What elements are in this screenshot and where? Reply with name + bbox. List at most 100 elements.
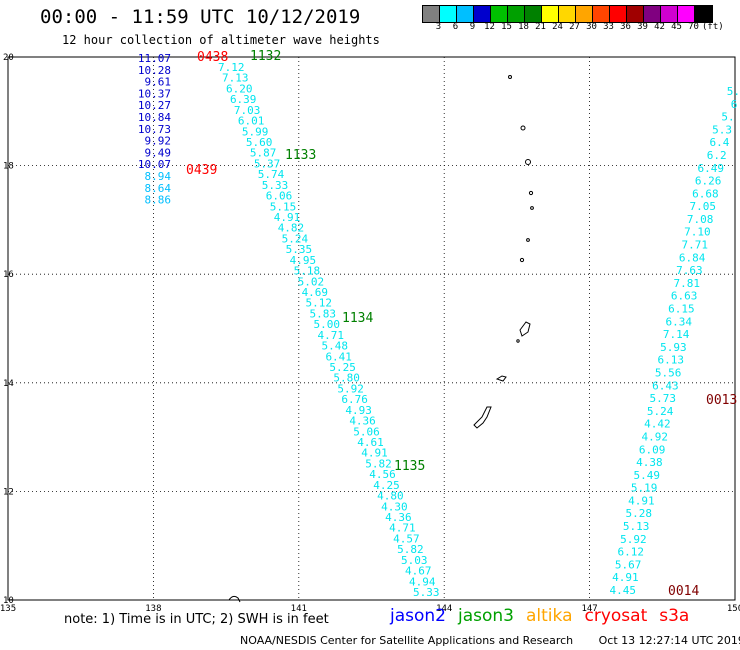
colorbar-swatch [610,6,627,22]
wave-height-label: 4.42 [644,418,671,431]
wave-height-label: 5.25 [329,361,356,374]
wave-height-label: 10.84 [138,111,171,124]
wave-height-label: 5.18 [294,265,321,278]
page-subtitle: 12 hour collection of altimeter wave hei… [62,33,380,47]
colorbar-swatch [525,6,542,22]
palau-outline [228,595,241,603]
wave-height-label: 5.99 [242,125,269,138]
wave-height-label: 10.28 [138,64,171,77]
wave-height-label: 5.92 [337,382,364,395]
colorbar [422,5,713,23]
wave-height-label: 6 [731,98,738,111]
wave-height-label: 5.37 [254,157,281,170]
wave-height-label: 8.86 [145,194,172,207]
guam-outline [473,406,492,429]
satellite-legend-s3a: s3a [659,606,690,626]
wave-height-label: 7.05 [690,200,717,213]
wave-height-label: 5.3 [712,123,732,136]
lat-tick-label: 10 [3,596,14,606]
wave-height-label: 5.33 [262,179,289,192]
wave-height-label: 4.71 [317,329,344,342]
wave-height-label: 5.74 [258,168,285,181]
lat-tick-label: 14 [3,379,14,389]
wave-height-label: 5.03 [401,554,428,567]
wave-height-label: 6.01 [238,115,264,128]
island-outline [520,125,526,131]
wave-height-label: 4.36 [385,511,412,524]
time-label: 0439 [186,163,217,178]
wave-height-label: 4.94 [409,575,436,588]
colorbar-label: 70 [688,22,699,32]
wave-height-label: 7.08 [687,213,714,226]
island-outline [495,375,507,382]
wave-height-label: 4.95 [290,254,317,267]
wave-height-label: 5.87 [250,147,277,160]
colorbar-label: 36 [620,22,631,32]
wave-height-label: 6.76 [341,393,368,406]
wave-height-label: 5.06 [353,425,380,438]
colorbar-swatch [559,6,576,22]
time-label: 1134 [342,311,373,326]
colorbar-label: 27 [569,22,580,32]
wave-height-label: 7.71 [682,239,709,252]
wave-height-label: 6.09 [639,443,666,456]
satellite-legend-cryosat: cryosat [584,606,648,626]
wave-height-label: 8.94 [145,170,172,183]
colorbar-label: (ft) [702,22,724,32]
wave-height-label: 9.49 [145,146,172,159]
island-outline [519,257,525,263]
wave-height-label: 5.83 [310,307,337,320]
wave-height-label: 4.45 [610,584,637,597]
wave-height-label: 5.73 [650,392,677,405]
colorbar-swatch [491,6,508,22]
page-title: 00:00 - 11:59 UTC 10/12/2019 [40,6,361,28]
island-outline [530,206,534,210]
lat-tick-label: 20 [3,53,14,63]
wave-height-label: 5.02 [298,275,325,288]
colorbar-swatch [457,6,474,22]
colorbar-label: 21 [535,22,546,32]
colorbar-swatch [474,6,491,22]
lon-tick-label: 144 [436,604,452,614]
time-label: 0014 [668,584,699,599]
wave-height-label: 4.30 [381,500,408,513]
satellite-legend-jason3: jason3 [458,606,514,626]
wave-height-label: 5.33 [413,586,440,599]
wave-height-label: 6.68 [692,187,719,200]
lon-tick-label: 150 [727,604,740,614]
wave-height-label: 5.93 [660,341,687,354]
island-outline [526,238,530,242]
wave-height-label: 6.63 [671,290,698,303]
island-outline [519,321,531,337]
island-outline [508,75,512,79]
island-outline [525,159,531,165]
wave-height-label: 7.13 [222,72,249,85]
wave-height-label: 6.39 [230,93,257,106]
island-outline [516,339,520,343]
colorbar-swatch [440,6,457,22]
colorbar-label: 15 [501,22,512,32]
wave-height-label: 7.81 [674,277,701,290]
colorbar-label: 9 [469,22,476,32]
wave-height-label: 7.14 [663,328,690,341]
wave-height-label: 5.19 [631,482,658,495]
wave-height-label: 10.07 [138,158,171,171]
wave-height-label: 4.56 [369,468,396,481]
time-label: 1135 [394,459,425,474]
wave-height-label: 4.38 [636,456,663,469]
wave-height-label: 6.06 [266,190,293,203]
wave-height-label: 6.26 [695,175,722,188]
colorbar-label: 42 [654,22,665,32]
wave-height-label: 4.93 [345,404,372,417]
note-text: note: 1) Time is in UTC; 2) SWH is in fe… [64,612,329,627]
wave-height-label: 5.80 [333,372,360,385]
wave-height-label: 5.56 [655,366,682,379]
wave-height-label: 4.36 [349,415,376,428]
footer-timestamp: Oct 13 12:27:14 UTC 2019 [598,634,740,647]
wave-height-label: 6.15 [668,303,695,316]
wave-height-label: 4.91 [274,211,301,224]
wave-height-label: 5.24 [647,405,674,418]
time-label: 1132 [250,49,281,64]
wave-height-label: 10.73 [138,123,171,136]
